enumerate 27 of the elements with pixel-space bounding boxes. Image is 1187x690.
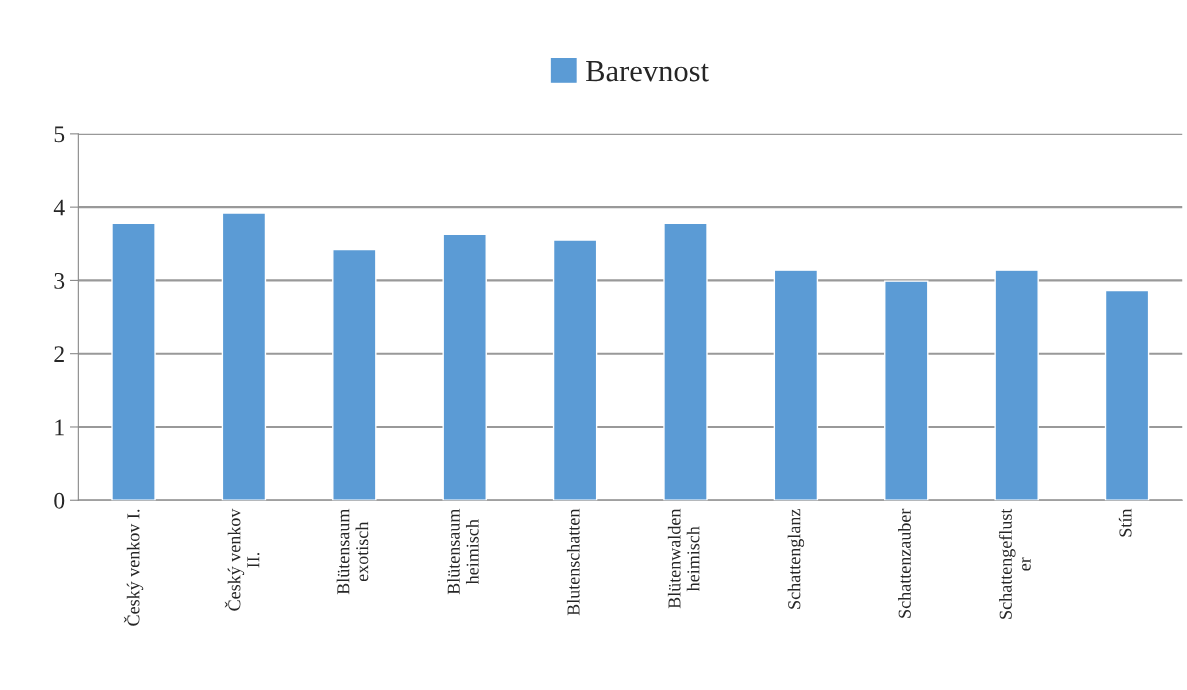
bar: [111, 222, 156, 501]
x-tick-label: Stín: [1118, 508, 1132, 537]
bar: [332, 248, 377, 501]
x-tick-label: Blütenwalden heimisch: [667, 508, 700, 609]
y-tick-label: 3: [54, 272, 65, 289]
x-tick-label: Blütensaum exotisch: [336, 508, 369, 595]
legend-label: Barevnost: [586, 61, 709, 82]
bar: [994, 269, 1039, 501]
bar: [221, 212, 267, 501]
y-tick-label: 0: [54, 492, 65, 509]
x-tick-label: Český venkov II.: [224, 508, 260, 611]
bar: [773, 269, 819, 501]
x-tick-label: Schattenglanz: [787, 509, 805, 609]
bar: [552, 239, 598, 501]
bar: [884, 280, 929, 501]
y-tick-label: 1: [55, 419, 64, 436]
x-tick-label: Český venkov I.: [123, 509, 144, 626]
x-tick-label: Blutenschatten: [566, 508, 580, 616]
bar: [663, 222, 708, 501]
y-tick-label: 5: [54, 126, 65, 143]
y-tick-label: 4: [53, 199, 65, 216]
bar: [1104, 289, 1150, 501]
x-tick-label: Schattenzauber: [898, 508, 911, 618]
x-tick-label: Schattengeflust er: [998, 508, 1031, 619]
x-tick-label: Blütensaum heimisch: [447, 508, 479, 595]
bar: [442, 233, 487, 501]
y-tick-label: 2: [54, 346, 64, 362]
